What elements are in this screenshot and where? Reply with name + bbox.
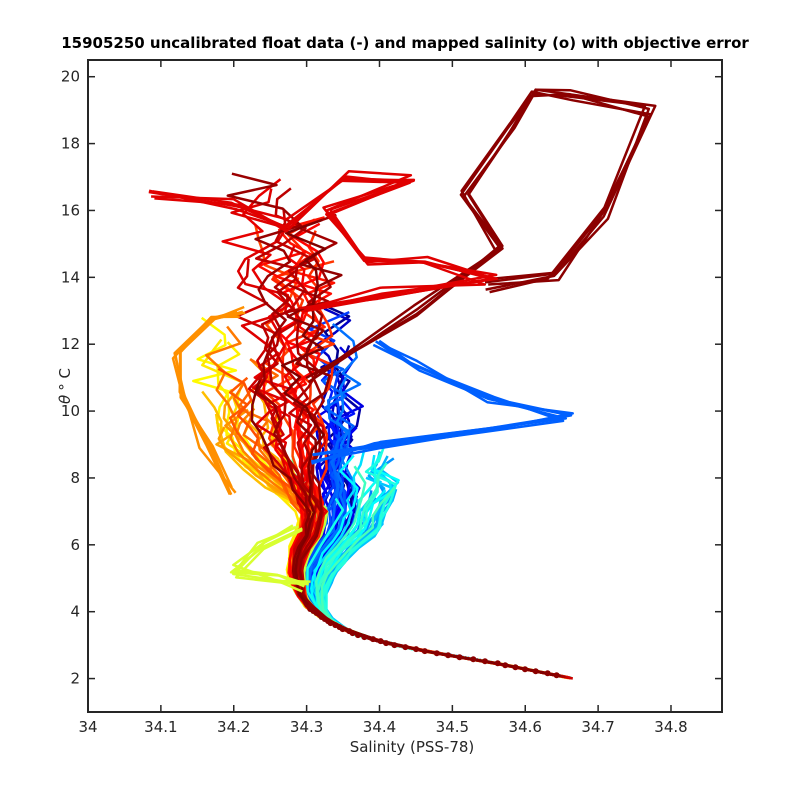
profile-line: [286, 252, 562, 678]
x-tick-label: 34.6: [509, 718, 542, 736]
mapped-salinity-marker: [445, 652, 452, 659]
mapped-salinity-marker: [391, 642, 398, 649]
mapped-salinity-marker: [402, 644, 409, 651]
anomaly-line-yellow-green-fresh-dip: [229, 527, 310, 586]
profile-lines: [148, 88, 657, 680]
x-tick-label: 34.8: [654, 718, 687, 736]
mapped-salinity-marker: [383, 640, 390, 647]
mapped-salinity-marker: [522, 666, 528, 673]
mapped-salinity-marker: [377, 638, 384, 645]
mapped-salinity-marker: [502, 662, 509, 669]
mapped-salinity-marker: [413, 646, 420, 653]
mapped-salinity-marker: [346, 628, 353, 635]
anomaly-line-blue-high-salinity-intrusion: [310, 343, 574, 463]
y-tick-label: 10: [61, 402, 80, 420]
x-tick-label: 34: [78, 718, 97, 736]
mapped-salinity-marker: [456, 654, 463, 661]
mapped-salinity-marker: [470, 656, 477, 663]
x-tick-label: 34.7: [581, 718, 614, 736]
anomaly-line-blue-high-salinity-intrusion: [312, 339, 565, 457]
mapped-salinity-marker: [433, 650, 440, 657]
plot-frame: [87, 59, 723, 713]
anomaly-line-darkred-surface-excursion: [314, 88, 657, 375]
y-tick-label: 12: [61, 335, 80, 353]
mapped-salinity-marker: [370, 636, 376, 643]
mapped-salinity-marker: [332, 622, 339, 629]
y-axis-label: θ ° C: [56, 368, 74, 404]
mapped-salinity-marker: [482, 658, 488, 665]
mapped-salinity-marker: [421, 648, 428, 655]
y-axis-label-unit: ° C: [56, 368, 74, 391]
chart-title: 15905250 uncalibrated float data (-) and…: [61, 34, 749, 52]
x-tick-label: 34.1: [144, 718, 177, 736]
mapped-salinity-marker: [494, 660, 501, 667]
y-tick-label: 6: [70, 536, 80, 554]
y-tick-label: 16: [61, 201, 80, 219]
y-axis-label-symbol: θ: [56, 395, 74, 404]
x-tick-label: 34.2: [217, 718, 250, 736]
mapped-salinity-marker: [553, 672, 560, 679]
mapped-salinity-marker: [355, 632, 361, 639]
mapped-salinity-marker: [544, 670, 551, 677]
anomaly-line-red-surface-spread: [148, 175, 487, 311]
x-tick-label: 34.3: [290, 718, 323, 736]
axis-ticks: 34 34.1 34.2 34.3 34.4 34.5 34.6 34.7 34.8 2 4 6 8 10…: [61, 60, 722, 736]
mapped-salinity-marker: [512, 664, 519, 671]
anomaly-line-orange-fresh-tongue: [173, 311, 246, 496]
y-tick-label: 18: [61, 135, 80, 153]
y-tick-label: 8: [70, 469, 80, 487]
mapped-salinity-marker: [532, 668, 539, 675]
y-tick-label: 4: [70, 603, 80, 621]
y-tick-label: 2: [70, 670, 80, 688]
anomaly-line-blue-high-salinity-intrusion: [311, 340, 572, 465]
mapped-salinity-marker: [306, 604, 313, 610]
mapped-salinity-marker: [361, 634, 368, 641]
y-tick-label: 20: [61, 68, 80, 86]
x-tick-label: 34.5: [436, 718, 469, 736]
anomaly-line-yellow-green-fresh-dip: [236, 524, 305, 588]
plot-background: [88, 60, 722, 712]
anomaly-line-yellow-green-fresh-dip: [234, 528, 307, 586]
x-axis-label: Salinity (PSS-78): [350, 738, 475, 756]
y-tick-label: 14: [61, 268, 80, 286]
x-tick-label: 34.4: [363, 718, 396, 736]
